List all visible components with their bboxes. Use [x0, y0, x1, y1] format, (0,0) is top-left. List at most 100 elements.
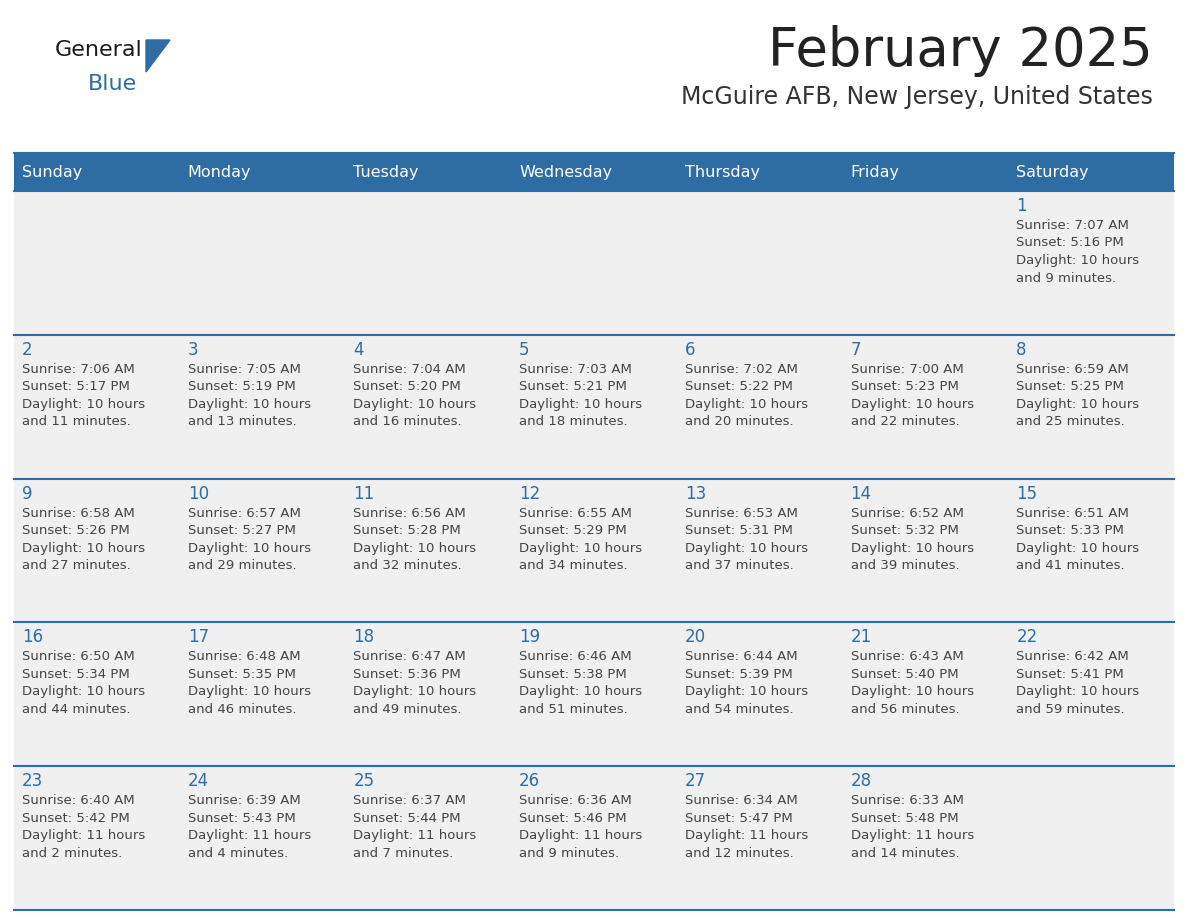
Bar	[14, 622, 1174, 767]
Text: Sunrise: 6:42 AM: Sunrise: 6:42 AM	[1016, 650, 1129, 664]
Text: Sunrise: 6:37 AM: Sunrise: 6:37 AM	[353, 794, 467, 807]
Text: 15: 15	[1016, 485, 1037, 502]
Text: and 9 minutes.: and 9 minutes.	[1016, 272, 1117, 285]
Text: and 54 minutes.: and 54 minutes.	[684, 703, 794, 716]
Text: 13: 13	[684, 485, 706, 502]
Text: 27: 27	[684, 772, 706, 790]
Text: Sunset: 5:20 PM: Sunset: 5:20 PM	[353, 380, 461, 393]
Text: Sunrise: 6:55 AM: Sunrise: 6:55 AM	[519, 507, 632, 520]
Text: Sunrise: 6:57 AM: Sunrise: 6:57 AM	[188, 507, 301, 520]
Text: Daylight: 10 hours: Daylight: 10 hours	[188, 686, 311, 699]
Text: Sunset: 5:29 PM: Sunset: 5:29 PM	[519, 524, 627, 537]
Text: 10: 10	[188, 485, 209, 502]
Text: 26: 26	[519, 772, 541, 790]
Bar	[14, 478, 1174, 622]
Text: Sunset: 5:22 PM: Sunset: 5:22 PM	[684, 380, 792, 393]
Text: Sunset: 5:39 PM: Sunset: 5:39 PM	[684, 668, 792, 681]
Text: Sunset: 5:44 PM: Sunset: 5:44 PM	[353, 812, 461, 824]
Text: Sunrise: 6:53 AM: Sunrise: 6:53 AM	[684, 507, 797, 520]
Text: Daylight: 11 hours: Daylight: 11 hours	[519, 829, 643, 842]
Text: Sunrise: 7:04 AM: Sunrise: 7:04 AM	[353, 363, 466, 375]
Text: Daylight: 11 hours: Daylight: 11 hours	[684, 829, 808, 842]
Text: Daylight: 10 hours: Daylight: 10 hours	[188, 542, 311, 554]
Text: 7: 7	[851, 341, 861, 359]
Text: Daylight: 10 hours: Daylight: 10 hours	[23, 686, 145, 699]
Text: and 25 minutes.: and 25 minutes.	[1016, 415, 1125, 429]
Text: Friday: Friday	[851, 164, 899, 180]
Text: 21: 21	[851, 629, 872, 646]
Text: Daylight: 10 hours: Daylight: 10 hours	[684, 542, 808, 554]
Text: General: General	[55, 40, 143, 60]
Text: Daylight: 10 hours: Daylight: 10 hours	[519, 542, 643, 554]
Text: and 49 minutes.: and 49 minutes.	[353, 703, 462, 716]
Text: Blue: Blue	[88, 74, 138, 94]
Text: Sunset: 5:17 PM: Sunset: 5:17 PM	[23, 380, 129, 393]
Text: and 41 minutes.: and 41 minutes.	[1016, 559, 1125, 572]
Text: Daylight: 10 hours: Daylight: 10 hours	[519, 686, 643, 699]
Text: Sunset: 5:43 PM: Sunset: 5:43 PM	[188, 812, 296, 824]
Text: Daylight: 10 hours: Daylight: 10 hours	[851, 397, 974, 410]
Text: Daylight: 10 hours: Daylight: 10 hours	[1016, 542, 1139, 554]
Text: Daylight: 10 hours: Daylight: 10 hours	[23, 397, 145, 410]
Text: Sunset: 5:47 PM: Sunset: 5:47 PM	[684, 812, 792, 824]
Text: 28: 28	[851, 772, 872, 790]
Text: Sunrise: 7:03 AM: Sunrise: 7:03 AM	[519, 363, 632, 375]
Text: Daylight: 10 hours: Daylight: 10 hours	[188, 397, 311, 410]
Text: McGuire AFB, New Jersey, United States: McGuire AFB, New Jersey, United States	[681, 85, 1154, 109]
Text: Sunset: 5:26 PM: Sunset: 5:26 PM	[23, 524, 129, 537]
Text: February 2025: February 2025	[769, 25, 1154, 77]
Text: 14: 14	[851, 485, 872, 502]
Text: Daylight: 10 hours: Daylight: 10 hours	[23, 542, 145, 554]
Bar	[14, 191, 1174, 335]
Text: 17: 17	[188, 629, 209, 646]
Text: Sunrise: 6:56 AM: Sunrise: 6:56 AM	[353, 507, 466, 520]
Bar	[14, 335, 1174, 478]
Text: 11: 11	[353, 485, 374, 502]
Text: and 16 minutes.: and 16 minutes.	[353, 415, 462, 429]
Text: 20: 20	[684, 629, 706, 646]
Text: Daylight: 10 hours: Daylight: 10 hours	[684, 686, 808, 699]
Text: and 29 minutes.: and 29 minutes.	[188, 559, 296, 572]
Text: and 13 minutes.: and 13 minutes.	[188, 415, 297, 429]
Text: Daylight: 10 hours: Daylight: 10 hours	[1016, 254, 1139, 267]
Text: Sunset: 5:16 PM: Sunset: 5:16 PM	[1016, 237, 1124, 250]
Text: Sunrise: 6:59 AM: Sunrise: 6:59 AM	[1016, 363, 1129, 375]
Text: Sunset: 5:19 PM: Sunset: 5:19 PM	[188, 380, 296, 393]
Text: 23: 23	[23, 772, 43, 790]
Text: 19: 19	[519, 629, 541, 646]
Text: Sunset: 5:35 PM: Sunset: 5:35 PM	[188, 668, 296, 681]
Text: Daylight: 10 hours: Daylight: 10 hours	[851, 542, 974, 554]
Text: and 7 minutes.: and 7 minutes.	[353, 846, 454, 859]
Text: Sunrise: 7:05 AM: Sunrise: 7:05 AM	[188, 363, 301, 375]
Text: Daylight: 10 hours: Daylight: 10 hours	[684, 397, 808, 410]
Text: Sunrise: 6:48 AM: Sunrise: 6:48 AM	[188, 650, 301, 664]
Text: and 44 minutes.: and 44 minutes.	[23, 703, 131, 716]
Text: Sunset: 5:48 PM: Sunset: 5:48 PM	[851, 812, 959, 824]
Text: 24: 24	[188, 772, 209, 790]
Text: and 56 minutes.: and 56 minutes.	[851, 703, 959, 716]
Text: Daylight: 10 hours: Daylight: 10 hours	[353, 397, 476, 410]
Text: Monday: Monday	[188, 164, 251, 180]
Text: Sunset: 5:32 PM: Sunset: 5:32 PM	[851, 524, 959, 537]
Text: Sunrise: 6:58 AM: Sunrise: 6:58 AM	[23, 507, 134, 520]
Text: Sunset: 5:27 PM: Sunset: 5:27 PM	[188, 524, 296, 537]
Text: Sunset: 5:31 PM: Sunset: 5:31 PM	[684, 524, 792, 537]
Text: Sunset: 5:21 PM: Sunset: 5:21 PM	[519, 380, 627, 393]
Text: 5: 5	[519, 341, 530, 359]
Text: Daylight: 10 hours: Daylight: 10 hours	[519, 397, 643, 410]
Text: and 22 minutes.: and 22 minutes.	[851, 415, 960, 429]
Text: 16: 16	[23, 629, 43, 646]
Text: and 39 minutes.: and 39 minutes.	[851, 559, 959, 572]
Text: Daylight: 10 hours: Daylight: 10 hours	[1016, 686, 1139, 699]
Text: and 12 minutes.: and 12 minutes.	[684, 846, 794, 859]
Text: Thursday: Thursday	[684, 164, 760, 180]
Text: Sunrise: 6:36 AM: Sunrise: 6:36 AM	[519, 794, 632, 807]
Text: and 34 minutes.: and 34 minutes.	[519, 559, 627, 572]
Text: Sunrise: 7:07 AM: Sunrise: 7:07 AM	[1016, 219, 1129, 232]
Text: Sunset: 5:42 PM: Sunset: 5:42 PM	[23, 812, 129, 824]
Text: 2: 2	[23, 341, 32, 359]
Text: Sunset: 5:40 PM: Sunset: 5:40 PM	[851, 668, 959, 681]
Text: and 14 minutes.: and 14 minutes.	[851, 846, 959, 859]
Text: Sunrise: 7:02 AM: Sunrise: 7:02 AM	[684, 363, 797, 375]
Text: Sunrise: 6:52 AM: Sunrise: 6:52 AM	[851, 507, 963, 520]
